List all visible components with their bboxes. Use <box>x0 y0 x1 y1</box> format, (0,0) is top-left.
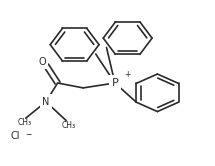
Text: +: + <box>124 70 130 79</box>
Text: O: O <box>38 57 46 67</box>
Text: P: P <box>112 78 118 88</box>
Text: Cl: Cl <box>11 131 20 141</box>
Text: N: N <box>42 97 50 107</box>
Text: CH₃: CH₃ <box>61 121 75 130</box>
Text: CH₃: CH₃ <box>18 119 32 127</box>
Text: −: − <box>25 130 32 139</box>
